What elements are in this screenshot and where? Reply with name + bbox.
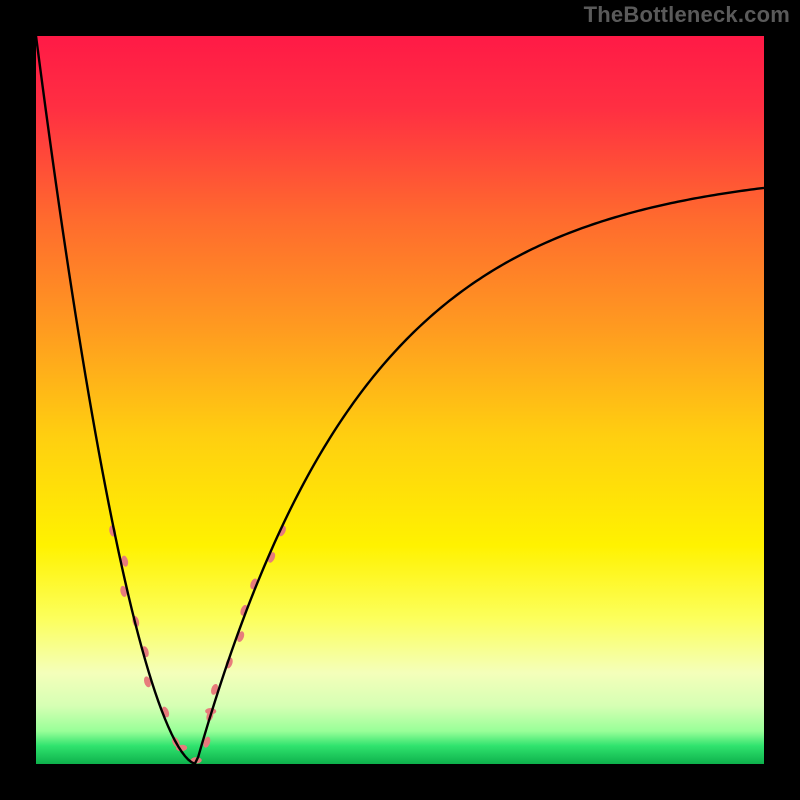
plot-area [36,36,764,764]
chart-frame: TheBottleneck.com [0,0,800,800]
watermark-text: TheBottleneck.com [584,2,790,28]
plot-svg [36,36,764,764]
